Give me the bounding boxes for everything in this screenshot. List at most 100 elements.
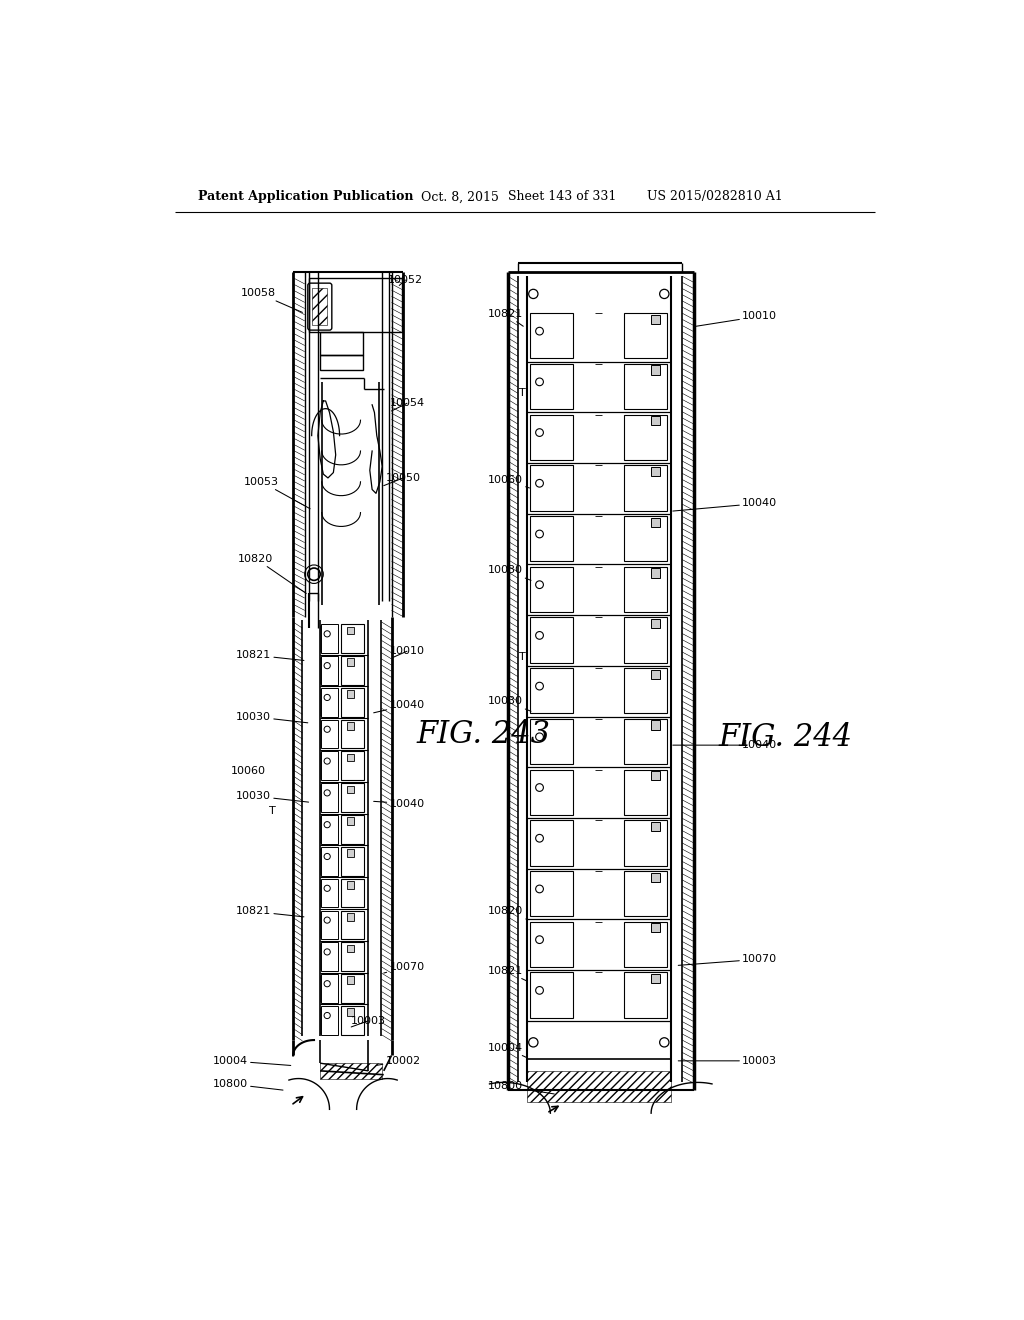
Text: 10052: 10052 [388, 275, 423, 285]
Text: 10054: 10054 [389, 399, 425, 411]
Bar [341, 656, 365, 685]
Text: 10821: 10821 [487, 309, 523, 326]
Bar [341, 688, 365, 717]
Text: 10004: 10004 [487, 1043, 527, 1057]
Bar [346, 913, 354, 920]
Bar [341, 814, 365, 843]
Bar [530, 313, 572, 359]
Bar [530, 414, 572, 459]
Bar [321, 942, 338, 972]
Bar [651, 314, 660, 323]
Text: T: T [269, 807, 275, 816]
Bar [530, 719, 572, 764]
Bar [651, 416, 660, 425]
Bar [624, 313, 667, 359]
Bar [651, 467, 660, 477]
Bar [651, 669, 660, 678]
Text: 10040: 10040 [673, 741, 777, 750]
Bar [624, 566, 667, 612]
Text: 10030: 10030 [487, 696, 531, 711]
Bar [530, 871, 572, 916]
Bar [321, 1006, 338, 1035]
Bar [651, 771, 660, 780]
Bar [530, 618, 572, 663]
Bar [321, 624, 338, 653]
Text: 10003: 10003 [351, 1016, 386, 1027]
Bar [321, 331, 362, 355]
Bar [341, 847, 365, 875]
Text: Sheet 143 of 331: Sheet 143 of 331 [508, 190, 616, 203]
Bar [530, 820, 572, 866]
Bar [530, 466, 572, 511]
Text: 10010: 10010 [696, 312, 777, 326]
Bar [624, 668, 667, 713]
Bar [530, 364, 572, 409]
Bar [624, 820, 667, 866]
Bar [341, 751, 365, 780]
Bar [341, 974, 365, 1003]
Text: T: T [518, 388, 525, 399]
Text: 10040: 10040 [673, 499, 777, 511]
Bar [651, 873, 660, 882]
Text: 10040: 10040 [374, 799, 425, 809]
Bar [321, 814, 338, 843]
Bar [530, 516, 572, 561]
Bar [624, 516, 667, 561]
Bar [346, 880, 354, 888]
Bar [321, 719, 338, 748]
Bar [624, 770, 667, 814]
Bar [321, 1063, 382, 1078]
Bar [308, 277, 401, 331]
Text: 10800: 10800 [213, 1078, 283, 1090]
Text: FIG. 243: FIG. 243 [417, 719, 550, 750]
Text: 10030: 10030 [237, 791, 308, 803]
Bar [321, 783, 338, 812]
Text: T: T [518, 652, 525, 663]
Text: 10070: 10070 [678, 954, 777, 965]
Bar [530, 566, 572, 612]
Bar [651, 721, 660, 730]
Bar [321, 355, 362, 370]
Text: 10060: 10060 [231, 766, 266, 776]
Bar [530, 973, 572, 1018]
Bar [321, 688, 338, 717]
Bar [530, 921, 572, 968]
Text: 10820: 10820 [487, 907, 526, 919]
Bar [527, 1071, 671, 1102]
Text: 10058: 10058 [241, 288, 302, 313]
Bar [530, 668, 572, 713]
Bar [651, 517, 660, 527]
Text: FIG. 244: FIG. 244 [719, 722, 853, 752]
Bar [651, 366, 660, 375]
Text: 10821: 10821 [236, 907, 304, 917]
Bar [346, 690, 354, 698]
Bar [530, 770, 572, 814]
Bar [624, 719, 667, 764]
Text: 10053: 10053 [244, 477, 310, 508]
Text: US 2015/0282810 A1: US 2015/0282810 A1 [647, 190, 783, 203]
Bar [321, 847, 338, 875]
Text: 10010: 10010 [389, 647, 425, 657]
Bar [346, 722, 354, 730]
Bar [341, 879, 365, 907]
Bar [624, 466, 667, 511]
Text: 10003: 10003 [678, 1056, 777, 1065]
Bar [341, 911, 365, 940]
Text: 10050: 10050 [384, 473, 421, 486]
Bar [341, 942, 365, 972]
Text: Oct. 8, 2015: Oct. 8, 2015 [421, 190, 499, 203]
Bar [321, 911, 338, 940]
Bar [346, 754, 354, 762]
Bar [346, 817, 354, 825]
Bar [346, 849, 354, 857]
Bar [651, 822, 660, 832]
Bar [624, 871, 667, 916]
Bar [341, 783, 365, 812]
Text: 10070: 10070 [384, 962, 425, 973]
Bar [341, 624, 365, 653]
Text: 10004: 10004 [213, 1056, 291, 1065]
Text: 10030: 10030 [487, 565, 531, 581]
Text: 10821: 10821 [487, 966, 526, 981]
Text: 10821: 10821 [236, 649, 304, 660]
Text: 10820: 10820 [239, 554, 306, 594]
